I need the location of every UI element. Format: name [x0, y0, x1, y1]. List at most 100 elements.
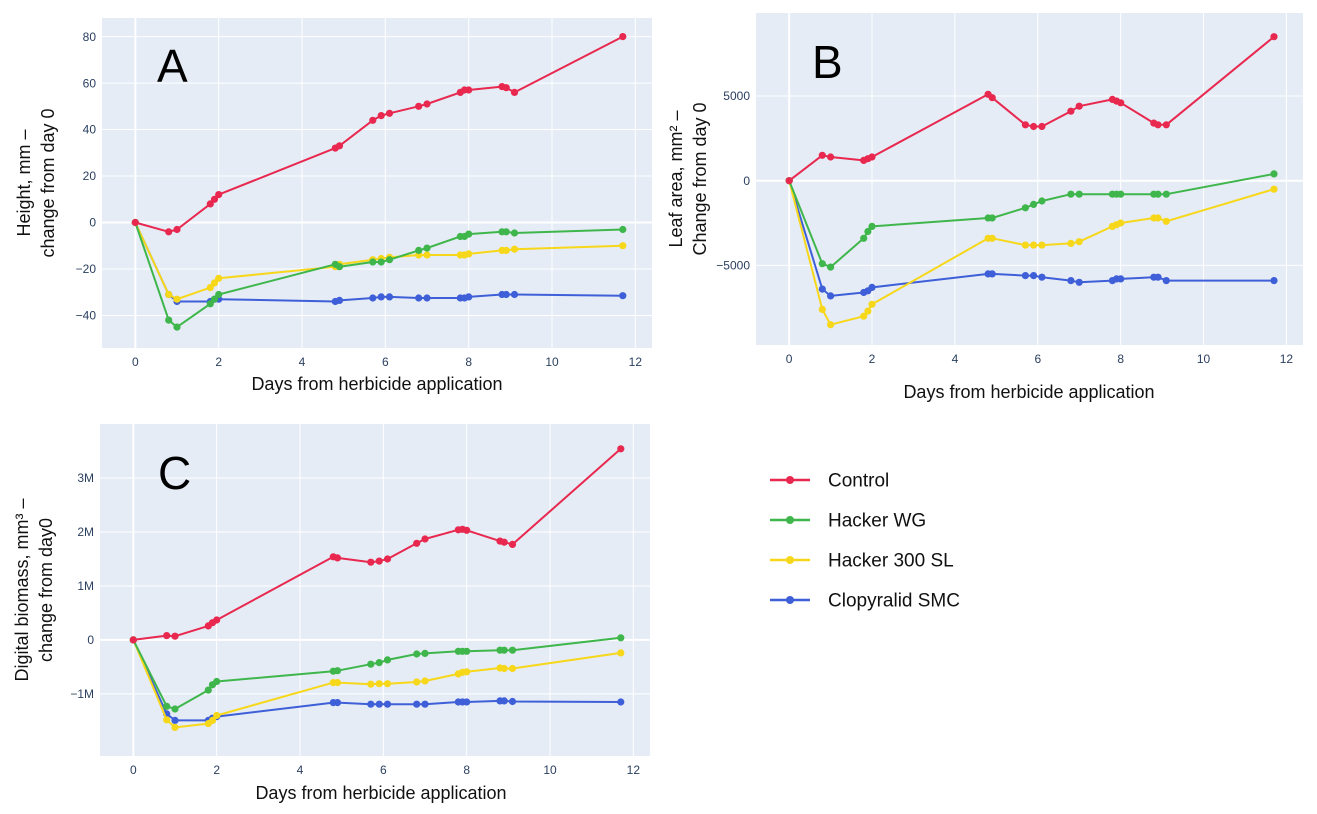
data-point-hacker-300-sl-a [206, 284, 214, 292]
data-point-hacker-wg-a [415, 246, 423, 254]
data-point-control-b [1030, 122, 1038, 131]
y-axis-title-a-line1: Height, mm – [14, 129, 34, 236]
legend: Control Hacker WG Hacker 300 SL Clopyral… [770, 471, 960, 612]
data-point-hacker-wg-a [215, 290, 223, 299]
y-tick-label-b: −5000 [716, 259, 750, 273]
data-point-clopyralid-smc-c [500, 697, 508, 705]
series-control-c [129, 445, 625, 644]
data-point-hacker-300-sl-b [1030, 241, 1038, 249]
data-point-hacker-300-sl-c [171, 723, 179, 732]
legend-label-clopyralid-smc: Clopyralid SMC [828, 591, 960, 612]
series-b [785, 33, 1278, 329]
data-point-clopyralid-smc-c [413, 700, 421, 708]
data-point-hacker-300-sl-b [1021, 241, 1029, 249]
data-point-clopyralid-smc-b [1021, 272, 1029, 280]
y-tick-label-c: −1M [70, 687, 94, 701]
data-point-hacker-wg-a [173, 323, 181, 331]
data-point-clopyralid-smc-b [1067, 277, 1075, 285]
data-point-clopyralid-smc-a [619, 292, 627, 300]
data-point-hacker-wg-b [864, 227, 872, 236]
data-point-hacker-300-sl-b [1038, 241, 1046, 249]
y-axis-title-a-line2: change from day 0 [38, 108, 58, 257]
data-point-clopyralid-smc-b [988, 270, 996, 278]
data-point-clopyralid-smc-b [1117, 275, 1125, 283]
legend-marker-clopyralid-smc [786, 596, 794, 604]
data-point-control-c [500, 538, 508, 546]
data-point-hacker-300-sl-b [988, 234, 996, 242]
panel-a: 0 2 4 6 8 10 12 −40 −20 0 20 40 60 80 A Days from her… [14, 18, 652, 394]
y-tick-label-c: 2M [77, 525, 94, 539]
data-point-hacker-wg-b [1030, 200, 1038, 208]
data-point-hacker-wg-a [210, 295, 219, 303]
data-point-control-b [1154, 121, 1162, 129]
y-tick-label-a: −20 [76, 262, 97, 276]
data-point-hacker-300-sl-c [463, 668, 471, 676]
data-point-hacker-300-sl-c [375, 680, 383, 688]
series-clopyralid-smc-b [785, 177, 1278, 300]
data-point-clopyralid-smc-b [1162, 277, 1170, 285]
data-point-control-c [508, 540, 517, 549]
x-tick-label-c: 4 [297, 763, 304, 777]
data-point-clopyralid-smc-b [868, 283, 876, 291]
data-point-control-c [421, 535, 429, 543]
legend-item-control: Control [770, 471, 889, 492]
ticks-a: 0 2 4 6 8 10 12 −40 −20 0 20 40 60 80 [76, 30, 643, 369]
data-point-hacker-300-sl-c [508, 664, 517, 673]
data-point-hacker-wg-a [619, 225, 627, 234]
data-point-hacker-wg-c [375, 659, 383, 667]
data-point-control-b [1021, 121, 1029, 129]
data-point-control-b [1117, 99, 1125, 107]
data-point-clopyralid-smc-a [510, 290, 519, 299]
gridlines-c [100, 424, 650, 756]
x-tick-label-c: 0 [130, 763, 137, 777]
data-point-hacker-300-sl-b [827, 321, 835, 329]
data-point-hacker-wg-c [213, 677, 221, 686]
data-point-control-c [333, 554, 342, 562]
data-point-control-c [617, 445, 625, 453]
data-point-hacker-wg-c [204, 686, 212, 694]
series-hacker-300-sl-c [129, 636, 625, 732]
data-point-hacker-wg-a [423, 244, 431, 252]
data-point-clopyralid-smc-a [377, 293, 385, 301]
data-point-hacker-300-sl-a [510, 245, 519, 253]
data-point-hacker-300-sl-b [1075, 238, 1083, 246]
data-point-clopyralid-smc-a [465, 293, 473, 301]
legend-item-clopyralid-smc: Clopyralid SMC [770, 591, 960, 612]
data-point-clopyralid-smc-b [1075, 278, 1083, 286]
data-point-clopyralid-smc-b [827, 292, 835, 300]
data-point-hacker-wg-b [1021, 204, 1029, 212]
data-point-control-a [377, 112, 385, 120]
data-point-clopyralid-smc-a [502, 290, 510, 299]
data-point-clopyralid-smc-c [375, 700, 383, 708]
data-point-clopyralid-smc-c [383, 700, 392, 708]
legend-marker-control [786, 476, 794, 484]
data-point-hacker-300-sl-b [1154, 214, 1162, 222]
data-point-hacker-wg-c [500, 646, 508, 654]
data-point-control-a [423, 100, 431, 108]
data-point-hacker-wg-b [1162, 190, 1170, 198]
data-point-control-b [1162, 121, 1170, 129]
x-tick-label-b: 8 [1117, 352, 1124, 366]
legend-label-hacker-300-sl: Hacker 300 SL [828, 551, 954, 572]
data-point-hacker-300-sl-b [1162, 217, 1170, 225]
ticks-b: 0 2 4 6 8 10 12 −5000 0 5000 [716, 89, 1293, 366]
y-tick-label-c: 0 [87, 633, 94, 647]
data-point-hacker-300-sl-c [333, 679, 342, 687]
data-point-hacker-300-sl-a [465, 250, 473, 258]
x-tick-label-a: 2 [215, 355, 222, 369]
data-point-clopyralid-smc-a [385, 293, 394, 301]
legend-item-hacker-wg: Hacker WG [770, 511, 926, 532]
y-axis-title-c-line1: Digital biomass, mm³ – [12, 498, 32, 681]
data-point-hacker-300-sl-c [413, 678, 421, 686]
y-tick-label-a: 60 [83, 76, 97, 90]
series-c [129, 445, 625, 732]
x-tick-label-c: 10 [543, 763, 557, 777]
data-point-clopyralid-smc-a [369, 294, 377, 302]
data-point-control-a [215, 191, 223, 199]
data-point-clopyralid-smc-c [463, 698, 471, 706]
data-point-hacker-wg-c [333, 667, 342, 675]
data-point-hacker-300-sl-c [617, 649, 625, 657]
data-point-clopyralid-smc-c [367, 700, 375, 708]
x-tick-label-c: 2 [213, 763, 220, 777]
data-point-hacker-300-sl-c [208, 716, 217, 725]
